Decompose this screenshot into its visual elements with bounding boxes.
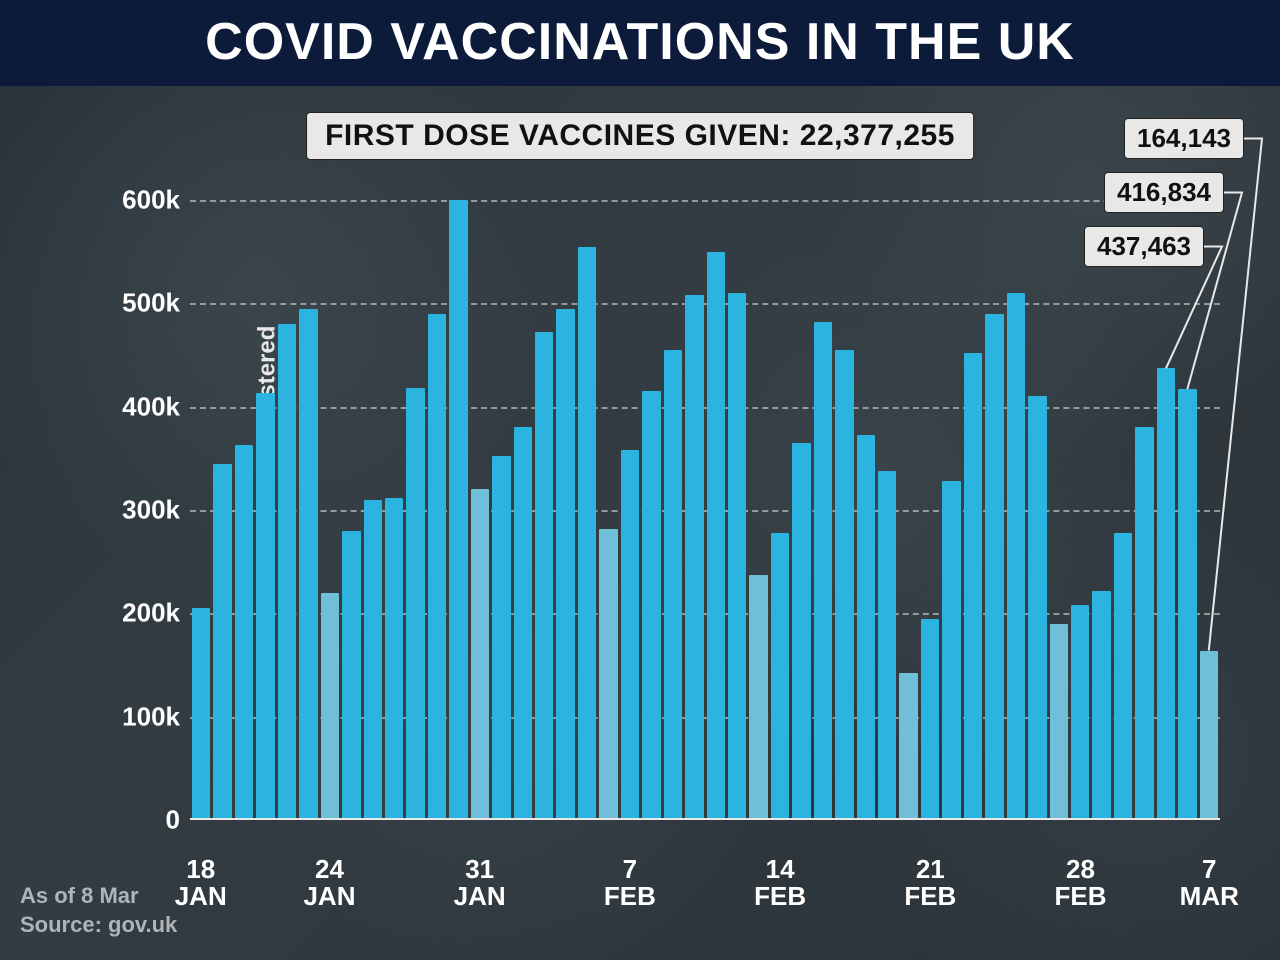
bar xyxy=(685,295,703,820)
y-tick-label: 0 xyxy=(166,805,190,836)
x-tick-label: 28FEB xyxy=(1055,856,1107,911)
bar xyxy=(964,353,982,820)
bar xyxy=(942,481,960,820)
footer-asof: As of 8 Mar xyxy=(20,881,177,911)
bar xyxy=(835,350,853,820)
callout-label: 437,463 xyxy=(1084,226,1204,267)
bar xyxy=(771,533,789,820)
bar xyxy=(899,673,917,820)
y-tick-label: 500k xyxy=(122,288,190,319)
subtitle-value: 22,377,255 xyxy=(800,119,955,152)
bar xyxy=(256,393,274,820)
bar xyxy=(514,427,532,820)
bar xyxy=(728,293,746,820)
bar xyxy=(278,324,296,820)
bars-container xyxy=(190,200,1220,820)
bar xyxy=(1007,293,1025,820)
plot-area: 0100k200k300k400k500k600k xyxy=(190,200,1220,820)
bar xyxy=(857,435,875,820)
bar xyxy=(707,252,725,820)
bar xyxy=(749,575,767,820)
title-bar: COVID VACCINATIONS IN THE UK xyxy=(0,0,1280,86)
bar xyxy=(428,314,446,820)
x-tick-label: 18JAN xyxy=(175,856,227,911)
y-tick-label: 200k xyxy=(122,598,190,629)
callout-label: 164,143 xyxy=(1124,118,1244,159)
footer-source: Source: gov.uk xyxy=(20,910,177,940)
bar xyxy=(192,608,210,820)
x-axis-baseline xyxy=(190,818,1220,820)
bar xyxy=(1200,651,1218,820)
bar xyxy=(235,445,253,820)
bar xyxy=(1092,591,1110,820)
bar xyxy=(492,456,510,820)
x-tick-label: 24JAN xyxy=(303,856,355,911)
x-tick-label: 7FEB xyxy=(604,856,656,911)
x-ticks: 18JAN24JAN31JAN7FEB14FEB21FEB28FEB7MAR xyxy=(190,850,1220,930)
bar xyxy=(664,350,682,820)
bar xyxy=(449,200,467,820)
bar xyxy=(1050,624,1068,820)
page-title: COVID VACCINATIONS IN THE UK xyxy=(205,13,1075,71)
chart: First dose vaccines administered 0100k20… xyxy=(60,180,1240,850)
bar xyxy=(1178,389,1196,820)
subtitle-label: FIRST DOSE VACCINES GIVEN: xyxy=(325,119,791,152)
footer: As of 8 Mar Source: gov.uk xyxy=(20,881,177,940)
x-tick-label: 21FEB xyxy=(904,856,956,911)
y-tick-label: 100k xyxy=(122,701,190,732)
bar xyxy=(578,247,596,821)
bar xyxy=(1135,427,1153,820)
bar xyxy=(385,498,403,820)
bar xyxy=(814,322,832,820)
bar xyxy=(364,500,382,820)
bar xyxy=(1071,605,1089,820)
bar xyxy=(321,593,339,820)
bar xyxy=(406,388,424,820)
x-tick-label: 7MAR xyxy=(1180,856,1239,911)
callout-label: 416,834 xyxy=(1104,172,1224,213)
bar xyxy=(556,309,574,821)
bar xyxy=(535,332,553,820)
bar xyxy=(213,464,231,821)
bar xyxy=(792,443,810,820)
y-tick-label: 400k xyxy=(122,391,190,422)
bar xyxy=(878,471,896,820)
bar xyxy=(642,391,660,820)
subtitle-box: FIRST DOSE VACCINES GIVEN: 22,377,255 xyxy=(306,112,974,160)
bar xyxy=(471,489,489,820)
bar xyxy=(342,531,360,820)
bar xyxy=(921,619,939,821)
y-tick-label: 600k xyxy=(122,185,190,216)
x-tick-label: 14FEB xyxy=(754,856,806,911)
bar xyxy=(299,309,317,821)
bar xyxy=(599,529,617,820)
x-tick-label: 31JAN xyxy=(454,856,506,911)
bar xyxy=(1157,368,1175,820)
bar xyxy=(621,450,639,820)
bar xyxy=(1028,396,1046,820)
bar xyxy=(1114,533,1132,820)
y-tick-label: 300k xyxy=(122,495,190,526)
bar xyxy=(985,314,1003,820)
